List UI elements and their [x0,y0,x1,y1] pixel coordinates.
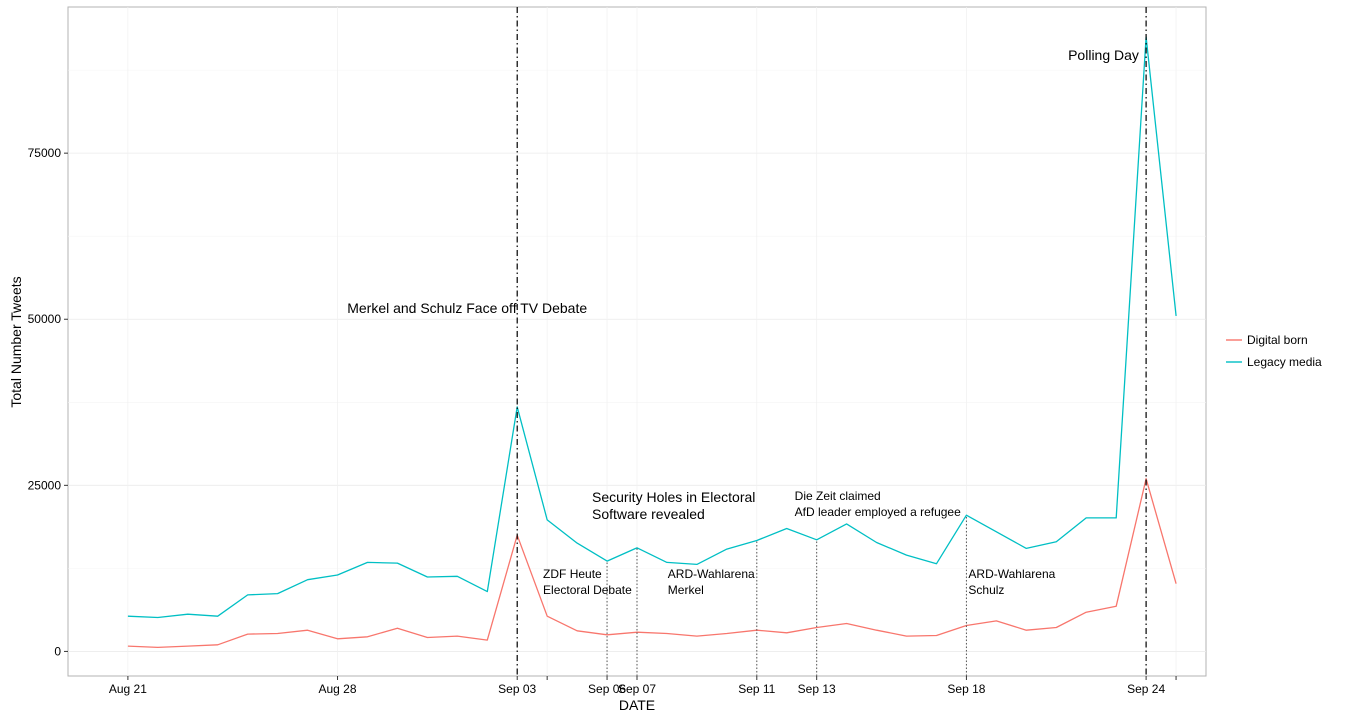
x-tick-label: Sep 13 [798,682,836,696]
event-annotation: Security Holes in Electoral [592,489,755,505]
axes: 0 25000 50000 75000 Aug 21 Aug 28 Sep 03 Sep 06… [28,146,1177,696]
event-annotation: ARD-Wahlarena [968,567,1055,581]
x-tick-label: Sep 24 [1127,682,1165,696]
x-tick-label: Sep 11 [738,682,775,696]
y-tick-label: 75000 [28,146,62,160]
event-annotation: Merkel and Schulz Face off TV Debate [347,300,587,316]
event-annotation: Software revealed [592,506,705,522]
y-tick-label: 25000 [28,478,62,492]
x-tick-label: Aug 21 [109,682,147,696]
event-annotation: AfD leader employed a refugee [795,505,961,519]
x-axis-title: DATE [619,697,655,713]
y-tick-label: 0 [54,644,61,658]
x-tick-label: Sep 03 [498,682,536,696]
x-tick-label: Sep 18 [947,682,985,696]
event-annotation: Polling Day [1068,47,1139,63]
legend-label: Digital born [1247,333,1308,347]
x-tick-label: Aug 28 [319,682,357,696]
x-tick-label: Sep 06 [588,682,626,696]
event-annotation: ARD-Wahlarena [668,567,755,581]
event-annotation: Merkel [668,583,704,597]
y-tick-label: 50000 [28,312,62,326]
event-annotation: Electoral Debate [543,583,632,597]
x-tick-label: Sep 07 [618,682,656,696]
series-lines [127,36,1177,649]
y-axis-title: Total Number Tweets [8,276,24,407]
event-annotation: Schulz [968,583,1004,597]
series-line-legacy-media [127,36,1177,619]
legend: Digital born Legacy media [1226,333,1322,369]
event-markers: Merkel and Schulz Face off TV Debate Poll… [347,7,1147,676]
event-annotation: ZDF Heute [543,567,602,581]
event-annotation: Die Zeit claimed [795,489,881,503]
legend-label: Legacy media [1247,355,1322,369]
series-line-digital-born [127,478,1177,649]
